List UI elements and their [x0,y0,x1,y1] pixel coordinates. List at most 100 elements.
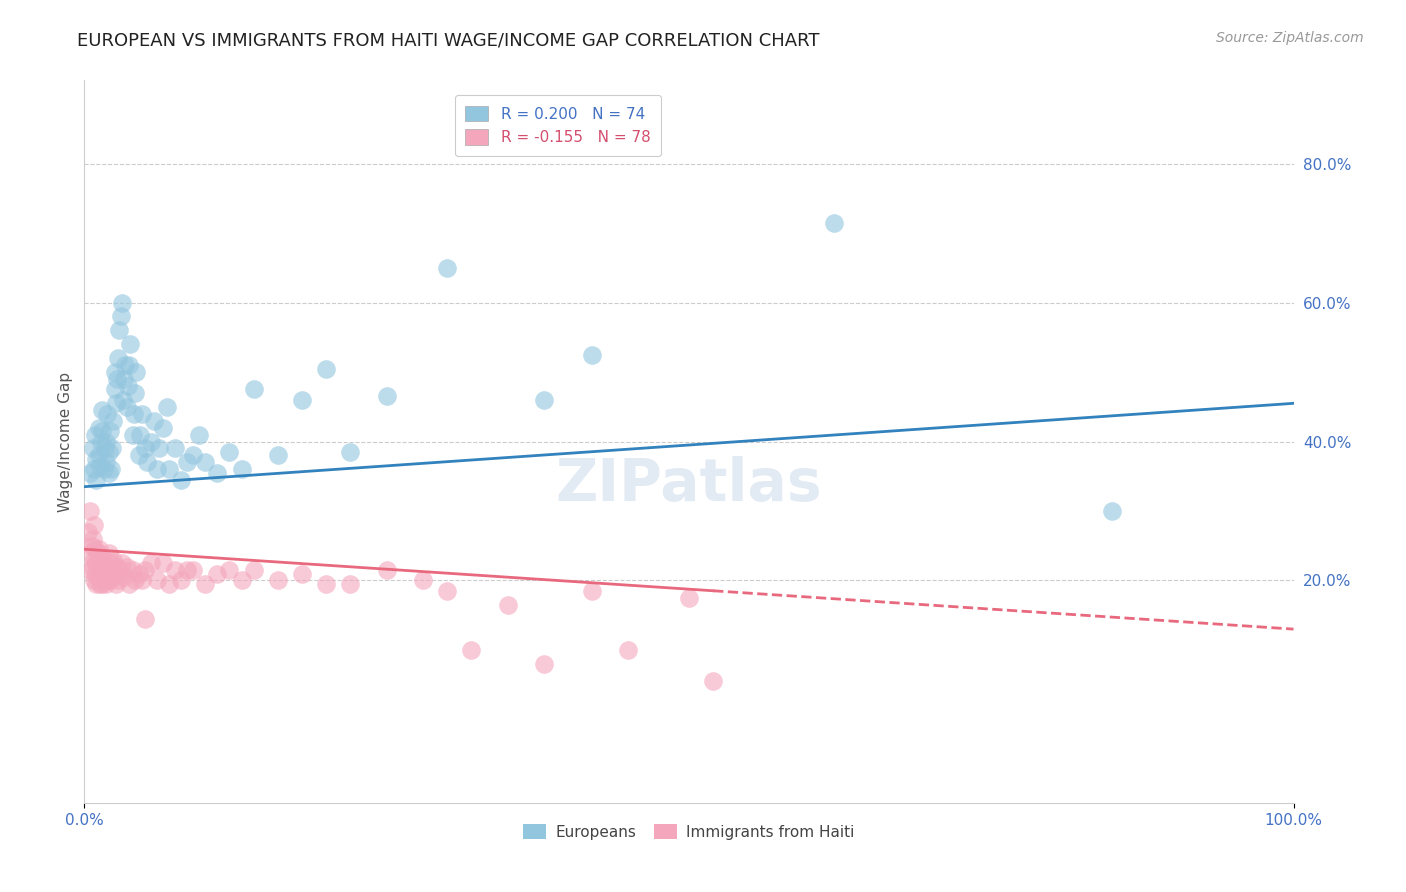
Point [139,434,162,449]
Point [155,400,177,414]
Point [104,383,127,397]
Point [207,566,229,581]
Point [79,504,101,518]
Point [89,556,111,570]
Point [108,323,131,337]
Point [94,563,117,577]
Point [134,612,156,626]
Point [105,559,128,574]
Point [82,559,104,574]
Point [581,348,603,362]
Point [315,577,337,591]
Point [87,542,110,557]
Point [103,414,125,428]
Text: Source: ZipAtlas.com: Source: ZipAtlas.com [1216,31,1364,45]
Point [128,449,150,463]
Point [165,563,187,577]
Point [77,524,100,539]
Point [181,449,204,463]
Point [86,451,108,466]
Point [131,407,153,421]
Point [165,442,187,456]
Point [122,407,145,421]
Point [93,574,115,588]
Point [77,546,100,560]
Point [83,574,105,588]
Point [100,462,122,476]
Point [94,434,117,449]
Point [702,674,724,689]
Point [98,424,121,438]
Point [375,389,398,403]
Point [93,462,115,476]
Point [291,566,314,581]
Point [117,379,139,393]
Point [97,563,120,577]
Point [89,577,111,591]
Point [84,427,107,442]
Point [104,566,127,581]
Point [82,532,104,546]
Point [111,556,134,570]
Point [124,574,146,588]
Point [94,455,117,469]
Point [91,424,114,438]
Text: ZIPatlas: ZIPatlas [555,457,823,514]
Point [96,574,118,588]
Point [267,449,290,463]
Point [118,358,141,372]
Point [231,574,253,588]
Point [533,392,555,407]
Point [157,577,180,591]
Point [101,570,124,584]
Point [170,473,193,487]
Point [188,427,211,442]
Point [181,563,204,577]
Point [105,372,128,386]
Point [84,542,107,557]
Point [112,372,135,386]
Point [146,462,169,476]
Point [80,539,103,553]
Point [90,552,112,566]
Point [98,574,121,588]
Point [87,420,110,434]
Point [194,455,217,469]
Point [143,414,166,428]
Point [118,577,141,591]
Point [97,445,120,459]
Point [129,427,152,442]
Point [112,570,135,584]
Point [97,466,120,480]
Point [134,442,156,456]
Point [86,556,108,570]
Point [124,385,146,400]
Point [115,400,138,414]
Point [96,407,118,421]
Point [89,458,111,473]
Point [267,574,290,588]
Point [157,462,180,476]
Point [91,403,114,417]
Point [90,434,112,449]
Point [148,442,170,456]
Point [231,462,253,476]
Point [90,574,112,588]
Y-axis label: Wage/Income Gap: Wage/Income Gap [58,371,73,512]
Point [152,556,174,570]
Point [242,563,264,577]
Point [112,392,135,407]
Point [83,552,105,566]
Point [581,583,603,598]
Point [86,546,108,560]
Point [460,643,482,657]
Point [242,383,264,397]
Point [134,563,156,577]
Point [91,559,114,574]
Point [93,552,115,566]
Point [79,563,101,577]
Point [86,570,108,584]
Point [101,442,124,456]
Point [412,574,434,588]
Point [146,574,169,588]
